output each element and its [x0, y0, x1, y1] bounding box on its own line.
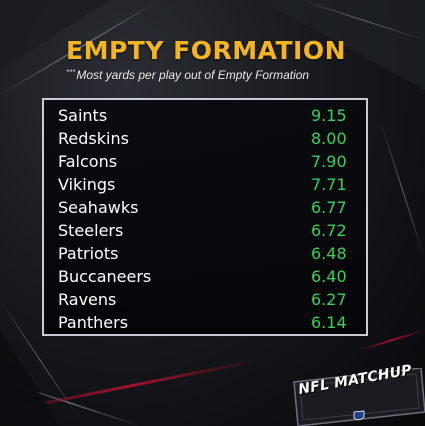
team-value: 6.77: [311, 198, 347, 217]
team-value: 6.40: [311, 267, 347, 286]
nfl-matchup-logo: [293, 368, 425, 426]
team-name: Ravens: [58, 290, 117, 309]
team-value: 7.71: [311, 175, 347, 194]
team-name: Patriots: [58, 244, 119, 263]
team-name: Buccaneers: [58, 267, 152, 286]
list-item: Redskins 8.00: [58, 127, 368, 150]
team-name: Falcons: [58, 152, 118, 171]
team-name: Redskins: [58, 129, 129, 148]
list-item: Saints 9.15: [58, 104, 368, 127]
team-value: 9.15: [311, 106, 347, 125]
team-name: Seahawks: [58, 198, 139, 217]
team-value: 6.27: [311, 290, 347, 309]
team-value: 7.90: [311, 152, 347, 171]
nfl-shield-icon: [353, 410, 365, 421]
list-item: Seahawks 6.77: [58, 196, 368, 219]
team-name: Panthers: [58, 313, 129, 332]
list-item: Patriots 6.48: [58, 242, 368, 265]
page-title: EMPTY FORMATION: [66, 36, 347, 65]
rankings-list: Saints 9.15 Redskins 8.00 Falcons 7.90 Viki…: [58, 104, 368, 334]
list-item: Buccaneers 6.40: [58, 265, 368, 288]
team-value: 6.48: [311, 244, 347, 263]
list-item: Vikings 7.71: [58, 173, 368, 196]
subtitle: ***Most yards per play out of Empty Form…: [66, 68, 309, 82]
team-name: Steelers: [58, 221, 124, 240]
rankings-panel: [42, 98, 368, 336]
team-value: 6.72: [311, 221, 347, 240]
list-item: Panthers 6.14: [58, 311, 368, 334]
subtitle-text: Most yards per play out of Empty Formati…: [76, 68, 310, 82]
team-value: 6.14: [311, 313, 347, 332]
subtitle-mark: ***: [66, 68, 76, 77]
list-item: Steelers 6.72: [58, 219, 368, 242]
team-value: 8.00: [311, 129, 347, 148]
list-item: Ravens 6.27: [58, 288, 368, 311]
list-item: Falcons 7.90: [58, 150, 368, 173]
team-name: Vikings: [58, 175, 116, 194]
team-name: Saints: [58, 106, 108, 125]
